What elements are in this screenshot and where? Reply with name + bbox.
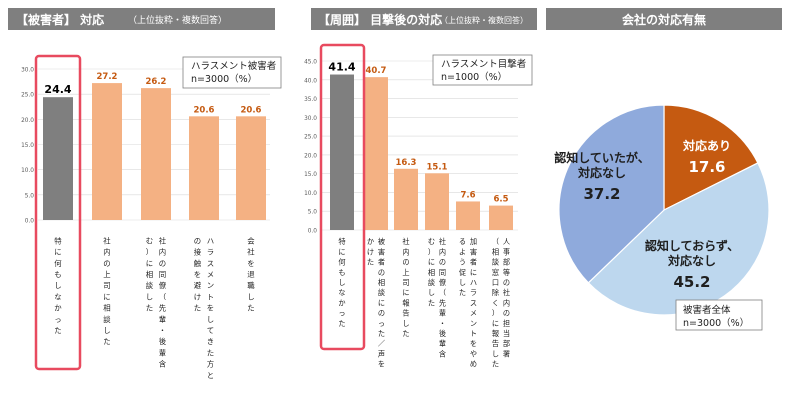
witness-bar: [330, 74, 354, 231]
victim-bar: [236, 116, 266, 220]
witness-y-tick-label: 10.0: [304, 191, 317, 197]
witness-category-label: 人事部等の社内の担当部署（相談窓口除く）に報告した: [492, 237, 510, 368]
pie-title: 会社の対応有無: [622, 12, 706, 27]
witness-category-label: 特に何もしなかった: [338, 237, 345, 328]
witness-y-tick-label: 45.0: [304, 60, 317, 66]
pie-slice-label: 対応なし: [577, 165, 626, 180]
victim-category-label: 社内の同僚（先輩・後輩含む）に相談した: [146, 236, 167, 368]
witness-y-tick-label: 15.0: [304, 172, 317, 178]
witness-note-box: [432, 54, 533, 86]
victim-y-tick-label: 20.0: [21, 118, 34, 124]
victim-bar: [189, 116, 219, 220]
victim-note: ハラスメント被害者 n=3000（%）: [182, 56, 282, 89]
witness-highlight-frame: [319, 43, 366, 351]
witness-note-line2: n=1000（%）: [441, 71, 507, 83]
company-response-chart: 会社の対応有無 対応あり17.6認知しておらず、対応なし45.2認知していたが、…: [546, 8, 782, 331]
witness-y-tick-label: 20.0: [304, 153, 317, 159]
witness-value-label: 15.1: [427, 162, 448, 172]
victim-bar: [141, 88, 171, 220]
witness-y-tick-label: 0.0: [308, 229, 318, 235]
witness-bar: [489, 205, 513, 230]
victim-value-label: 20.6: [241, 105, 262, 115]
witness-bar: [425, 173, 449, 230]
witness-chart: 【周囲】 目撃後の対応 （上位抜粋・複数回答） 0.0 5.0 10.0 15.0 20…: [304, 8, 537, 369]
witness-y-tick-label: 40.0: [304, 78, 317, 84]
pie-slice-label: 認知していたが、: [554, 150, 649, 165]
witness-title: 【周囲】 目撃後の対応: [318, 12, 442, 27]
victim-value-label: 27.2: [97, 72, 118, 82]
witness-note-line1: ハラスメント目撃者: [441, 58, 526, 70]
witness-category-label: 社内の上司に報告した: [402, 237, 409, 338]
pie-note-box: [675, 299, 763, 331]
victim-highlight-frame: [34, 54, 82, 371]
witness-value-label: 7.6: [460, 190, 475, 200]
witness-category-label: 加害者にハラスメントをやめるよう促した: [459, 237, 477, 368]
victim-y-tick-label: 25.0: [21, 93, 34, 99]
witness-category-label: 社内の同僚（先輩・後輩含む）に相談した: [428, 237, 447, 358]
witness-value-label: 41.4: [328, 61, 355, 74]
victim-y-tick-label: 15.0: [21, 143, 34, 149]
victim-category-label: 特に何もしなかった: [54, 236, 62, 335]
victim-note-box: [182, 56, 282, 89]
pie-slice: [558, 104, 665, 284]
witness-y-tick-label: 30.0: [304, 116, 317, 122]
witness-note: ハラスメント目撃者 n=1000（%）: [432, 54, 533, 86]
victim-value-label: 24.4: [44, 83, 71, 96]
witness-category-label: 被害者の相談にのった／声をかけた: [367, 237, 385, 368]
witness-value-label: 6.5: [493, 195, 508, 205]
pie-title-bar: [546, 8, 782, 30]
victim-bar: [92, 83, 122, 221]
pie-slice-label: 対応なし: [667, 253, 716, 268]
victim-subtitle: （上位抜粋・複数回答）: [128, 14, 227, 26]
witness-value-label: 16.3: [396, 158, 417, 168]
pie-slice-label: 認知しておらず、: [645, 238, 739, 253]
victim-category-label: 会社を退職した: [247, 236, 255, 312]
witness-bar: [394, 168, 418, 230]
pie-note-line1: 被害者全体: [683, 304, 731, 316]
pie-note-line2: n=3000（%）: [683, 317, 749, 329]
victim-note-line1: ハラスメント被害者: [191, 60, 276, 72]
victim-category-label: 社内の上司に相談した: [103, 236, 111, 346]
pie-note: 被害者全体 n=3000（%）: [675, 299, 763, 331]
victim-note-line2: n=3000（%）: [191, 73, 257, 85]
victim-chart: 【被害者】 対応 （上位抜粋・複数回答） 0.0 5.0 10.0 15.0 20.0 2…: [8, 8, 282, 380]
witness-y-tick-label: 25.0: [304, 135, 317, 141]
pie-slice-value: 17.6: [688, 158, 725, 176]
victim-value-label: 26.2: [146, 77, 167, 87]
victim-title: 【被害者】 対応: [16, 12, 104, 27]
victim-y-tick-label: 0.0: [25, 219, 35, 225]
victim-value-label: 20.6: [194, 105, 215, 115]
pie-slice-value: 45.2: [673, 273, 710, 291]
victim-y-tick-label: 10.0: [21, 168, 34, 174]
witness-bar: [456, 201, 480, 230]
witness-bar: [364, 77, 388, 230]
victim-title-bar: [8, 8, 275, 30]
pie-slice: [663, 104, 759, 211]
victim-bar: [43, 97, 73, 220]
pie-slice-value: 37.2: [583, 185, 620, 203]
victim-y-tick-label: 5.0: [25, 193, 35, 199]
witness-y-tick-label: 35.0: [304, 97, 317, 103]
witness-y-tick-label: 5.0: [308, 210, 318, 216]
pie-slice: [587, 162, 770, 316]
witness-title-bar: [311, 8, 537, 30]
pie-slice-label: 対応あり: [682, 138, 731, 153]
witness-value-label: 40.7: [366, 66, 387, 76]
victim-category-label: ハラスメントをしてきた方との接触を避けた: [194, 236, 214, 379]
victim-y-tick-label: 30.0: [21, 68, 34, 74]
witness-subtitle: （上位抜粋・複数回答）: [440, 15, 528, 25]
